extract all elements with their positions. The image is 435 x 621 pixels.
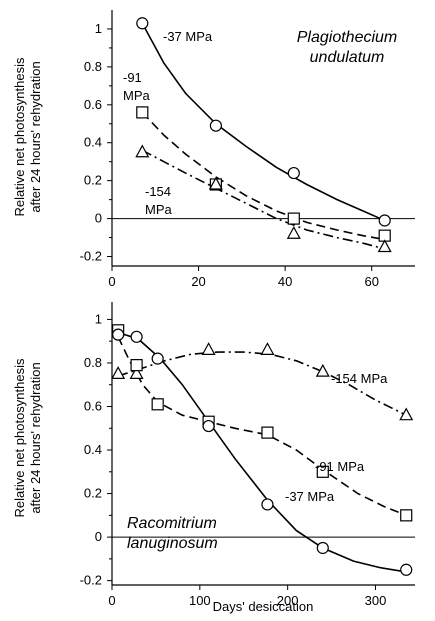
bottom-label-37: -37 MPa [285, 489, 335, 504]
bottom-xtick-label: 100 [189, 593, 211, 608]
bottom-triangle-marker [315, 363, 330, 377]
bottom-ytick-label: 0.2 [84, 486, 102, 501]
bottom-circle-marker [130, 330, 143, 343]
top-triangle-marker [286, 226, 301, 239]
bottom-square-marker [316, 465, 329, 478]
top-xtick-label: 20 [191, 274, 205, 289]
top-circle-marker [378, 214, 391, 227]
bottom-ytick-label: 0.6 [84, 398, 102, 413]
bottom-ytick-label: 0.8 [84, 355, 102, 370]
top-label-91-line2: MPa [123, 88, 151, 103]
top-square-marker [287, 212, 300, 225]
top-ytick-label: 0 [95, 211, 102, 226]
bottom-label-154: -154 MPa [331, 371, 388, 386]
bottom-label-91: -91 MPa [315, 459, 365, 474]
top-xtick-label: 0 [108, 274, 115, 289]
bottom-ylabel-line2: after 24 hours' rehydration [28, 362, 43, 513]
bottom-square-marker [400, 509, 413, 522]
top-square-marker [136, 106, 149, 119]
bottom-triangle-marker [260, 342, 275, 355]
top-circle-marker [136, 17, 149, 30]
top-series-0-line [141, 22, 386, 222]
top-ytick-label: 1 [95, 21, 102, 36]
top-ytick-label: 0.8 [84, 59, 102, 74]
bottom-ylabel-line1: Relative net photosynthesis [12, 358, 27, 517]
top-ylabel-line1: Relative net photosynthesis [12, 57, 27, 216]
bottom-circle-marker [261, 498, 274, 511]
bottom-circle-marker [151, 352, 164, 365]
bottom-circle-marker [400, 563, 413, 576]
top-markers [135, 17, 392, 253]
top-circle-marker [287, 166, 300, 180]
bottom-triangle-marker [129, 366, 144, 379]
top-circle-marker [209, 119, 222, 132]
bottom-markers [111, 324, 414, 576]
top-species-line2: undulatum [310, 49, 385, 66]
top-triangle-marker [208, 176, 223, 190]
bottom-ticks: -0.2 0 0.2 0.4 0.6 0.8 1 0 100 200 300 [80, 311, 387, 608]
top-ytick-label: 0.4 [84, 135, 102, 150]
bottom-species-line2: lanuginosum [127, 535, 218, 552]
bottom-circle-marker [316, 541, 329, 555]
top-series-1-line [141, 111, 385, 241]
bottom-circle-marker [202, 419, 215, 433]
top-panel: -0.2 0 0.2 0.4 0.6 0.8 1 0 20 40 60 Relative net p… [12, 10, 415, 289]
bottom-xtick-label: 300 [365, 593, 387, 608]
bottom-panel: -0.2 0 0.2 0.4 0.6 0.8 1 0 100 200 300 Relative ne… [12, 302, 415, 614]
top-triangle-marker [135, 144, 150, 158]
bottom-square-marker [261, 426, 274, 439]
bottom-xtick-label: 0 [108, 593, 115, 608]
bottom-triangle-marker [399, 407, 414, 421]
top-label-154-line1: -154 [145, 184, 171, 199]
top-species-line1: Plagiothecium [297, 29, 398, 46]
bottom-square-marker [130, 359, 143, 372]
bottom-triangle-marker [201, 342, 216, 355]
top-triangle-marker [377, 239, 392, 253]
bottom-square-marker [151, 398, 164, 411]
bottom-xtick-label: 200 [277, 593, 299, 608]
top-label-154-line2: MPa [145, 202, 173, 217]
top-xtick-label: 60 [364, 274, 378, 289]
top-curves [141, 22, 386, 250]
bottom-species-line1: Racomitrium [127, 515, 217, 532]
top-ytick-label: -0.2 [80, 249, 102, 264]
bottom-ytick-label: -0.2 [80, 573, 102, 588]
bottom-ytick-label: 1 [95, 311, 102, 326]
top-ylabel-line2: after 24 hours' rehydration [28, 61, 43, 212]
x-axis-label: Days' desiccation [213, 599, 314, 614]
top-ticks: -0.2 0 0.2 0.4 0.6 0.8 1 0 20 40 60 [80, 21, 379, 289]
top-label-37: -37 MPa [163, 29, 213, 44]
bottom-ytick-label: 0.4 [84, 442, 102, 457]
top-series-2-line [141, 149, 385, 250]
top-xtick-label: 40 [278, 274, 292, 289]
top-label-91-line1: -91 [123, 70, 142, 85]
bottom-circle-marker [112, 328, 125, 341]
bottom-triangle-marker [111, 366, 126, 379]
bottom-series-1-line [117, 336, 407, 517]
top-ytick-label: 0.6 [84, 97, 102, 112]
top-ytick-label: 0.2 [84, 173, 102, 188]
bottom-ytick-label: 0 [95, 529, 102, 544]
